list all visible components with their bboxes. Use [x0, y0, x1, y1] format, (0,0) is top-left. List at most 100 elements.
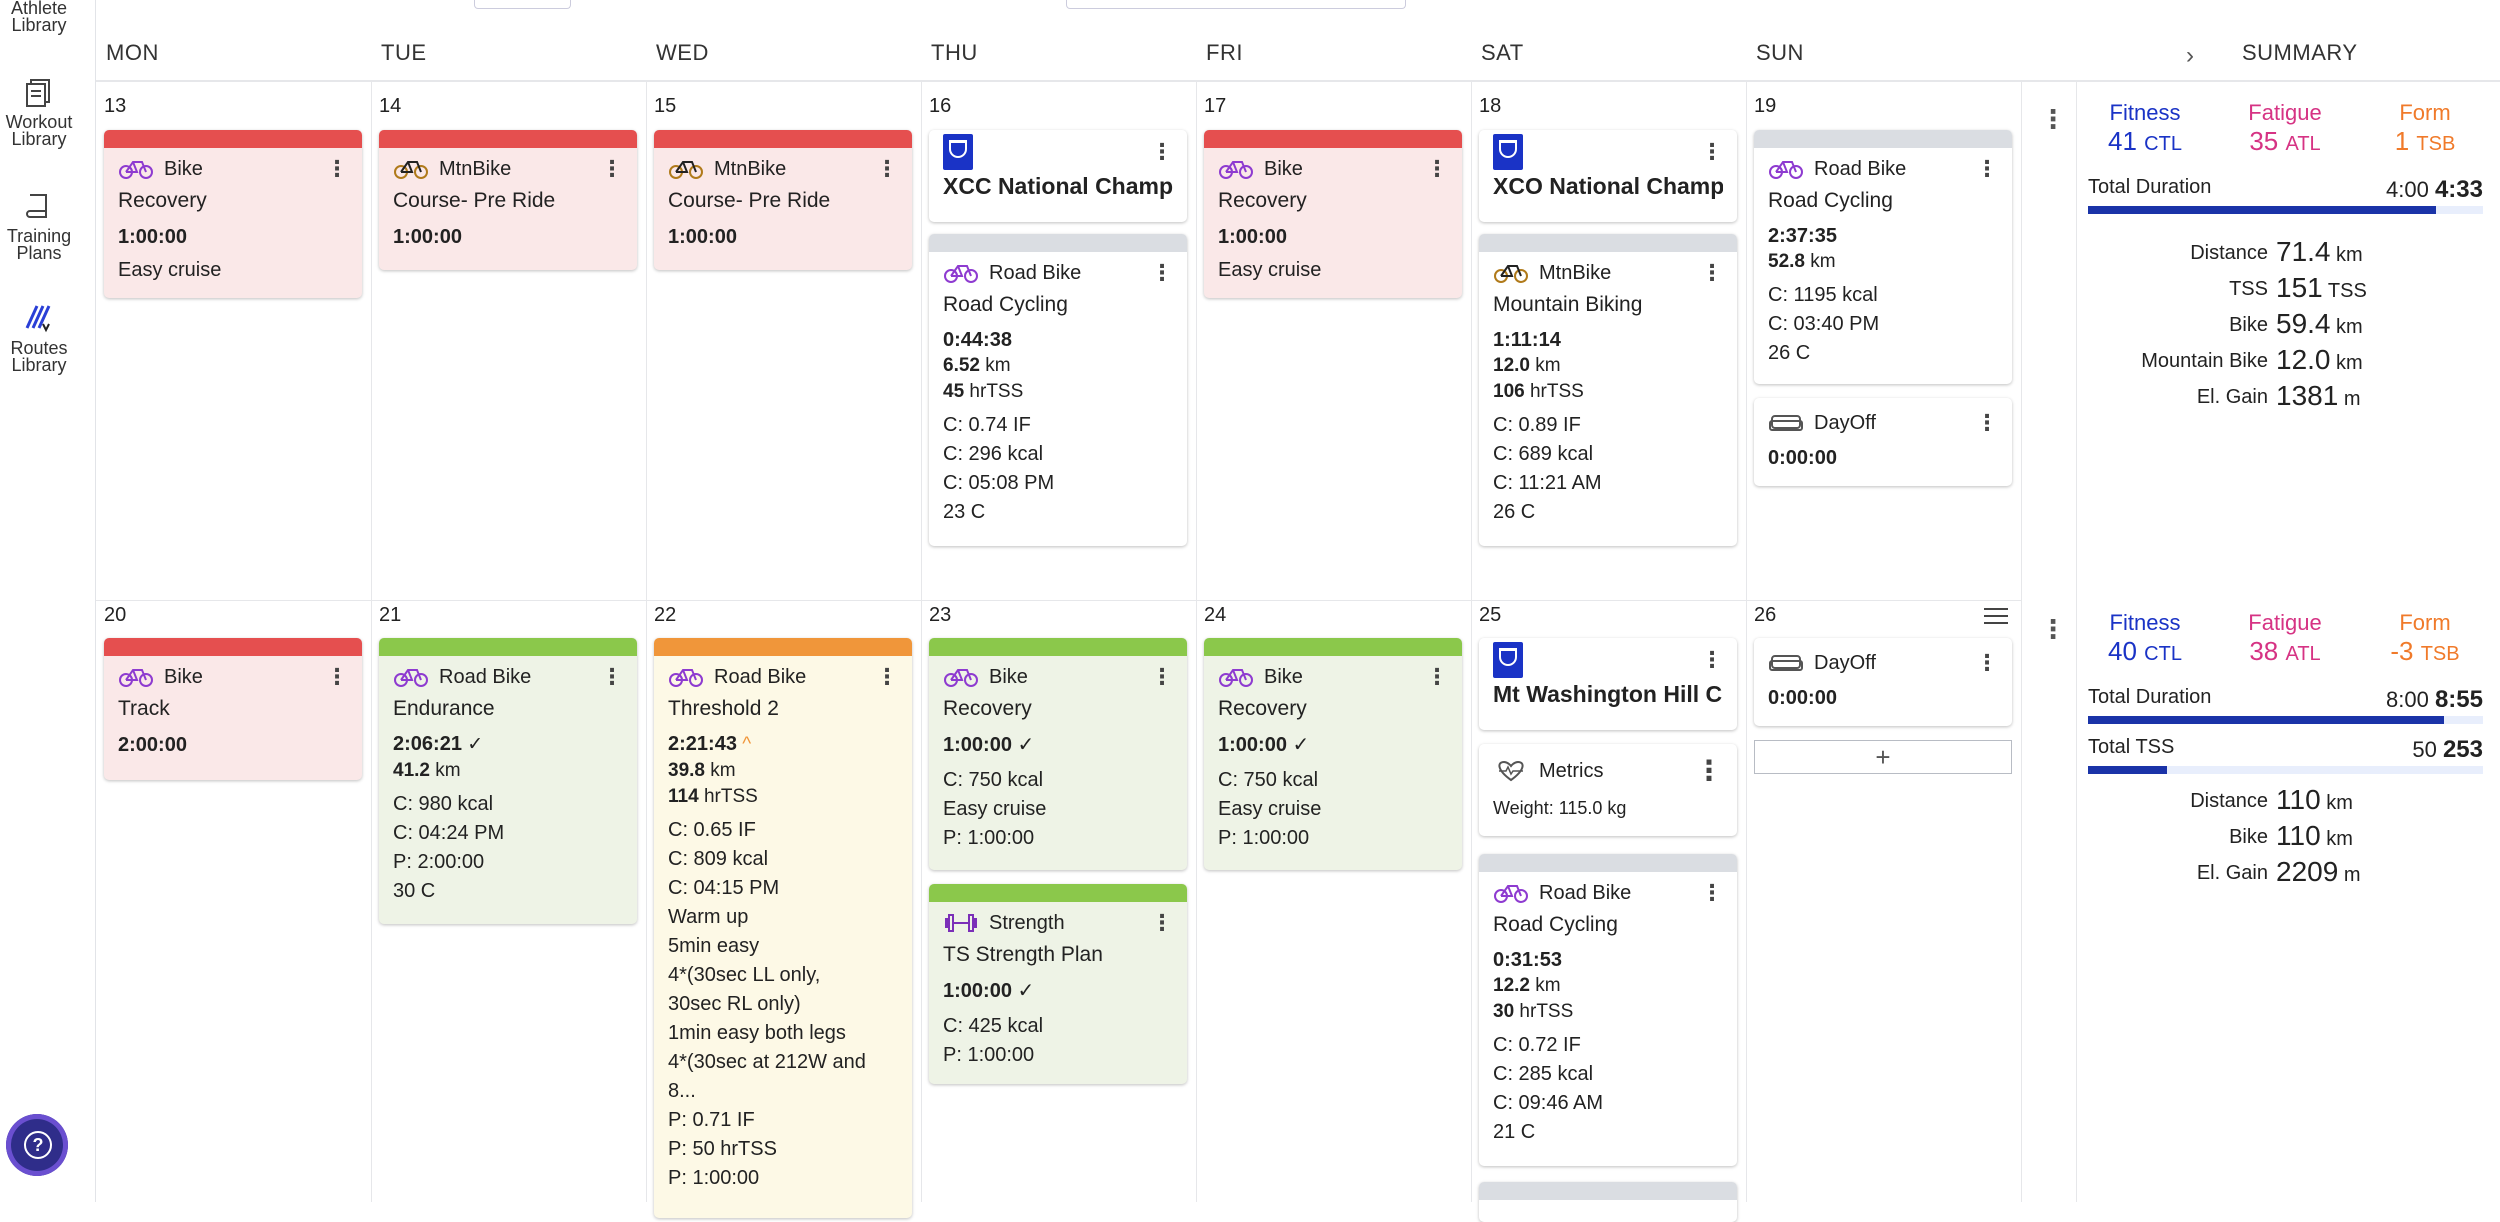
dayoff-card[interactable]: DayOff ⋮ 0:00:00 — [1754, 398, 2012, 486]
kebab-icon[interactable]: ⋮ — [1701, 647, 1723, 672]
workout-card[interactable]: Bike ⋮ Recovery 1:00:00 ✓ C: 750 kcal Eas… — [1204, 638, 1462, 870]
menu-icon[interactable] — [1982, 606, 2010, 626]
sport-label: Road Bike — [989, 261, 1082, 284]
add-workout-button[interactable]: + — [1754, 740, 2012, 774]
workout-duration: 0:00:00 — [1768, 687, 1837, 709]
workout-stat: C: 0.65 IF — [668, 819, 756, 841]
workout-card[interactable]: Road Bike ⋮ Road Cycling 2:37:35 52.8 km … — [1754, 130, 2012, 384]
workout-stat: Easy cruise — [1218, 798, 1322, 820]
workout-card[interactable]: Bike ⋮ Recovery 1:00:00 Easy cruise — [104, 130, 362, 298]
toolbar-dropdown[interactable] — [474, 0, 571, 9]
fitness-unit: CTL — [2144, 133, 2182, 155]
distance-value: 6.52 — [943, 355, 980, 376]
total-duration-bar — [2088, 206, 2483, 214]
kebab-icon[interactable]: ⋮ — [2040, 104, 2066, 134]
kebab-icon[interactable]: ⋮ — [1426, 664, 1448, 689]
workout-title: Threshold 2 — [668, 697, 779, 720]
workout-stat: Warm up — [668, 906, 749, 928]
date-number: 14 — [379, 95, 402, 117]
sport-label: Bike — [1264, 665, 1303, 688]
form-stat: Form -3 TSB — [2360, 610, 2490, 667]
workout-card[interactable]: Bike ⋮ Track 2:00:00 — [104, 638, 362, 780]
summary-metric-value: 59.4 km — [2276, 308, 2363, 339]
kebab-icon[interactable]: ⋮ — [1695, 755, 1723, 786]
distance-unit: km — [1535, 355, 1561, 376]
summary-metric-unit: km — [2320, 828, 2353, 850]
kebab-icon[interactable]: ⋮ — [1151, 910, 1173, 935]
sport-label: MtnBike — [1539, 261, 1612, 284]
event-card[interactable]: ⋮ XCC National Champio — [929, 130, 1187, 222]
toolbar-search[interactable] — [1066, 0, 1406, 9]
sidebar-item-routes-library[interactable]: Routes Library — [0, 302, 78, 374]
summary-metric-value: 71.4 km — [2276, 236, 2363, 267]
kebab-icon[interactable]: ⋮ — [601, 156, 623, 181]
sidebar-item-workout-library[interactable]: Workout Library — [0, 76, 78, 148]
kebab-icon[interactable]: ⋮ — [1151, 260, 1173, 285]
sidebar-item-athlete-library[interactable]: Athlete Library — [0, 0, 78, 34]
sidebar-item-label: Training — [6, 226, 72, 246]
workout-card[interactable]: Road Bike ⋮ Endurance 2:06:21 ✓ 41.2 km C… — [379, 638, 637, 924]
workout-status-bar — [104, 638, 362, 656]
workout-card[interactable] — [1479, 1182, 1737, 1222]
fitness-stat: Fitness 40 CTL — [2080, 610, 2210, 667]
workout-card[interactable]: Bike ⋮ Recovery 1:00:00 ✓ C: 750 kcal Eas… — [929, 638, 1187, 870]
workout-card[interactable]: Road Bike ⋮ Road Cycling 0:31:53 12.2 km … — [1479, 854, 1737, 1166]
workout-card[interactable]: MtnBike ⋮ Course- Pre Ride 1:00:00 — [654, 130, 912, 270]
workout-card[interactable]: MtnBike ⋮ Mountain Biking 1:11:14 12.0 km… — [1479, 234, 1737, 546]
kebab-icon[interactable]: ⋮ — [1701, 260, 1723, 285]
date-number: 20 — [104, 604, 127, 626]
chevron-right-icon[interactable]: › — [2186, 42, 2194, 69]
grid-line — [1746, 80, 1747, 1202]
kebab-icon[interactable]: ⋮ — [1701, 139, 1723, 164]
kebab-icon[interactable]: ⋮ — [1976, 410, 1998, 435]
event-title: Mt Washington Hill Clir — [1493, 681, 1723, 707]
workout-card[interactable]: Road Bike ⋮ Threshold 2 2:21:43 ^ 39.8 km… — [654, 638, 912, 1218]
workout-status-bar — [1479, 234, 1737, 252]
kebab-icon[interactable]: ⋮ — [1976, 650, 1998, 675]
distance-unit: km — [435, 760, 461, 781]
workout-card[interactable]: Strength ⋮ TS Strength Plan 1:00:00 ✓ C: … — [929, 884, 1187, 1084]
dayoff-card[interactable]: DayOff ⋮ 0:00:00 — [1754, 638, 2012, 726]
workout-status-bar — [1479, 854, 1737, 872]
help-button[interactable]: ? — [6, 1114, 68, 1176]
workout-card[interactable]: MtnBike ⋮ Course- Pre Ride 1:00:00 — [379, 130, 637, 270]
event-card[interactable]: ⋮ Mt Washington Hill Clir — [1479, 638, 1737, 730]
fatigue-stat: Fatigue 35 ATL — [2220, 100, 2350, 157]
kebab-icon[interactable]: ⋮ — [1151, 139, 1173, 164]
distance-unit: km — [1810, 251, 1836, 272]
workout-title: Road Cycling — [1768, 189, 1893, 212]
kebab-icon[interactable]: ⋮ — [1976, 156, 1998, 181]
fitness-value: 40 — [2108, 636, 2137, 666]
workout-stat: C: 04:24 PM — [393, 822, 505, 844]
fitness-unit: CTL — [2144, 643, 2182, 665]
kebab-icon[interactable]: ⋮ — [2040, 614, 2066, 644]
sidebar-item-label: Workout — [5, 112, 73, 132]
workout-card[interactable]: Road Bike ⋮ Road Cycling 0:44:38 6.52 km … — [929, 234, 1187, 546]
kebab-icon[interactable]: ⋮ — [326, 664, 348, 689]
mtnbike-icon — [669, 161, 703, 179]
kebab-icon[interactable]: ⋮ — [876, 156, 898, 181]
kebab-icon[interactable]: ⋮ — [1701, 880, 1723, 905]
week-divider — [96, 600, 2021, 601]
workout-status-bar — [1754, 130, 2012, 148]
distance-value: 12.2 — [1493, 975, 1530, 996]
summary-metric-unit: km — [2330, 352, 2363, 374]
sidebar-item-training-plans[interactable]: Training Plans — [0, 190, 78, 262]
weight-value: Weight: 115.0 kg — [1493, 798, 1627, 818]
metrics-card[interactable]: Metrics ⋮ Weight: 115.0 kg — [1479, 744, 1737, 836]
kebab-icon[interactable]: ⋮ — [876, 664, 898, 689]
total-actual: 8:55 — [2434, 686, 2483, 713]
summary-metric-label: Distance — [2190, 790, 2268, 812]
day-label-mon: MON — [106, 40, 159, 65]
kebab-icon[interactable]: ⋮ — [1151, 664, 1173, 689]
workout-card[interactable]: Bike ⋮ Recovery 1:00:00 Easy cruise — [1204, 130, 1462, 298]
kebab-icon[interactable]: ⋮ — [1426, 156, 1448, 181]
summary-metric-unit: TSS — [2322, 280, 2367, 302]
day-label-wed: WED — [656, 40, 709, 65]
workout-note: Easy cruise — [1218, 259, 1322, 281]
event-card[interactable]: ⋮ XCO National Champio — [1479, 130, 1737, 222]
kebab-icon[interactable]: ⋮ — [326, 156, 348, 181]
kebab-icon[interactable]: ⋮ — [601, 664, 623, 689]
date-number: 25 — [1479, 604, 1502, 626]
total-duration-label: Total Duration — [2088, 686, 2212, 708]
